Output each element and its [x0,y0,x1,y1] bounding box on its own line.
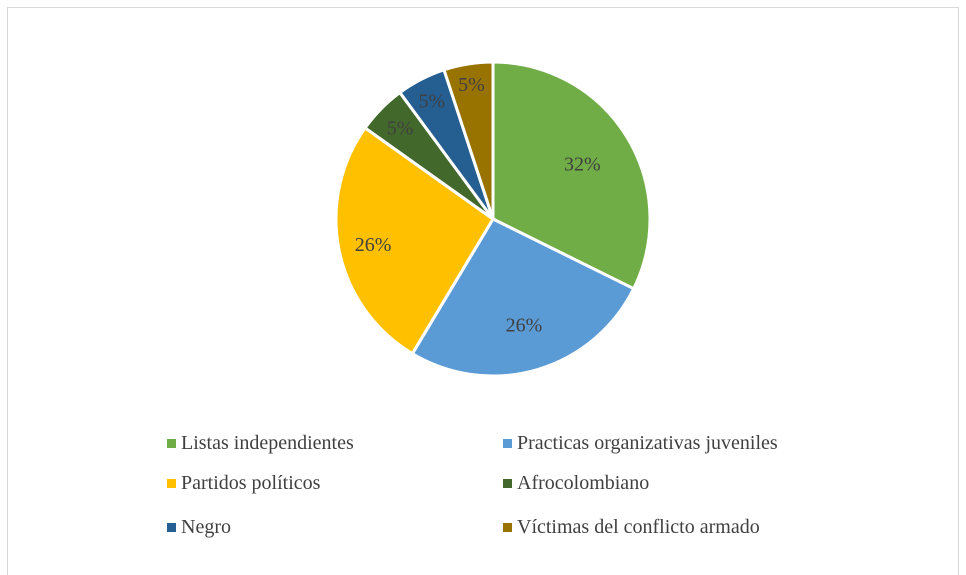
pie-slices [334,60,652,378]
pie-data-label-4: 5% [387,118,414,140]
pie-slice-2 [410,217,636,378]
pie-slice-6 [442,60,495,220]
pie-data-label-6: 5% [458,74,485,96]
pie-data-label-3: 26% [355,234,392,256]
pie-slice-1 [491,60,652,291]
pie-data-label-5: 5% [419,90,446,112]
pie-data-labels: 32%26%26%5%5%5% [355,74,601,336]
pie-slice-3 [334,125,495,356]
pie-data-label-1: 32% [564,154,601,176]
pie-data-label-2: 26% [506,314,543,336]
